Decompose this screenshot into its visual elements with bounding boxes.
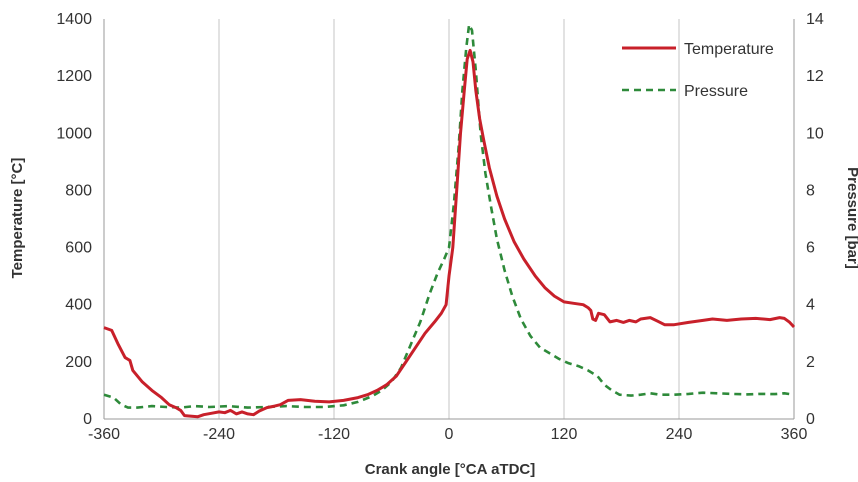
y-right-tick-label: 12 xyxy=(806,68,824,85)
y-left-tick-label: 400 xyxy=(65,297,92,314)
x-tick-label: -240 xyxy=(203,426,235,443)
y-right-tick-label: 14 xyxy=(806,11,824,28)
x-tick-label: 0 xyxy=(445,426,454,443)
axes xyxy=(103,19,795,420)
y-left-tick-labels: 0 200 400 600 800 1000 1200 1400 xyxy=(56,11,92,428)
x-tick-label: 120 xyxy=(551,426,578,443)
y-left-tick-label: 1400 xyxy=(56,11,92,28)
y-right-tick-label: 6 xyxy=(806,240,815,257)
y-left-tick-label: 200 xyxy=(65,354,92,371)
y-right-tick-labels: 0 2 4 6 8 10 12 14 xyxy=(806,11,824,428)
y-right-tick-label: 8 xyxy=(806,182,815,199)
x-axis-title: Crank angle [°CA aTDC] xyxy=(365,461,535,478)
y-right-tick-label: 0 xyxy=(806,411,815,428)
series-layer xyxy=(103,23,796,419)
y-right-tick-label: 4 xyxy=(806,297,815,314)
y-left-tick-label: 600 xyxy=(65,240,92,257)
series-temperature-line xyxy=(103,48,796,419)
y-left-tick-label: 1000 xyxy=(56,125,92,142)
y-right-tick-label: 10 xyxy=(806,125,824,142)
series-pressure-line xyxy=(103,23,795,409)
legend: Temperature Pressure xyxy=(622,41,774,100)
y-left-tick-label: 1200 xyxy=(56,68,92,85)
grid xyxy=(103,19,795,419)
legend-label-temperature: Temperature xyxy=(684,41,774,58)
x-tick-labels: -360 -240 -120 0 120 240 360 xyxy=(88,426,807,443)
x-tick-label: 240 xyxy=(666,426,693,443)
x-tick-label: 360 xyxy=(781,426,808,443)
y-left-axis-title: Temperature [°C] xyxy=(9,158,26,279)
y-left-tick-label: 0 xyxy=(83,411,92,428)
x-tick-label: -120 xyxy=(318,426,350,443)
y-right-axis-title: Pressure [bar] xyxy=(844,167,858,269)
x-tick-label: -360 xyxy=(88,426,120,443)
y-right-tick-label: 2 xyxy=(806,354,815,371)
legend-label-pressure: Pressure xyxy=(684,83,748,100)
y-left-tick-label: 800 xyxy=(65,182,92,199)
